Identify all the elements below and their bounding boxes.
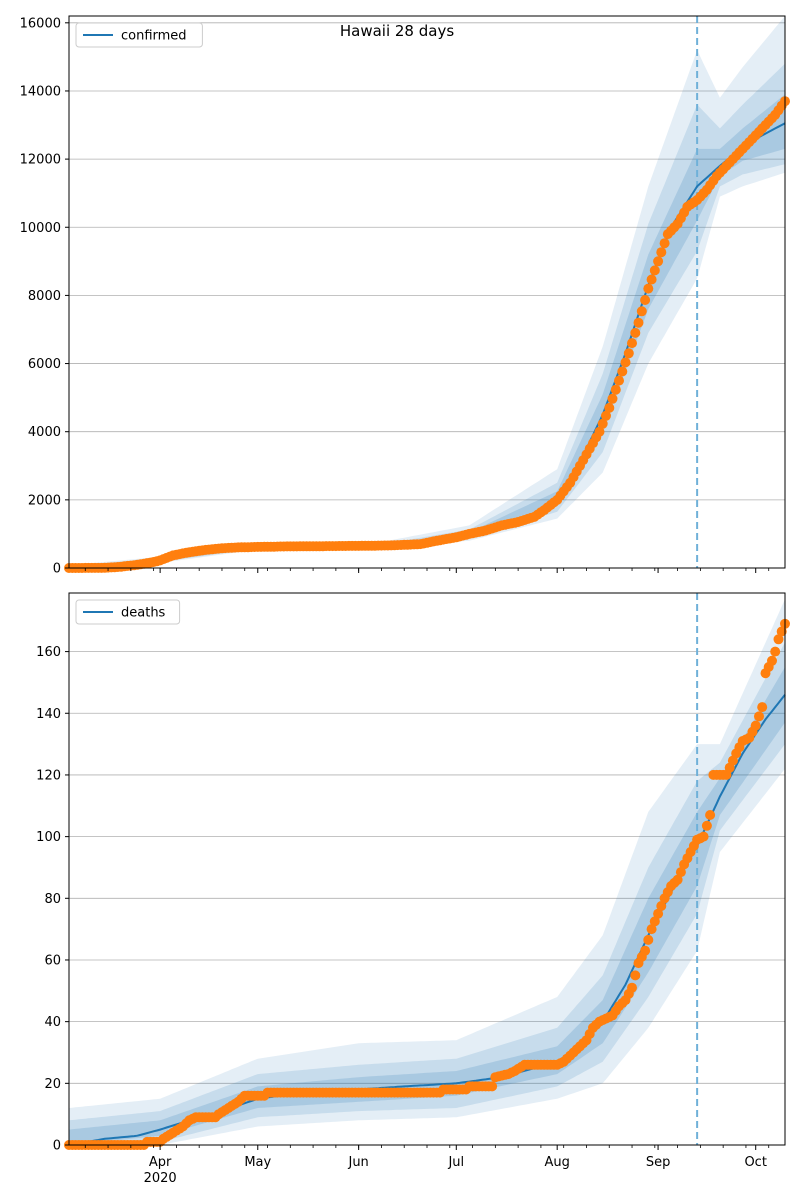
y-tick-label: 8000 — [28, 289, 61, 304]
observed-point — [776, 626, 787, 637]
confirmed-y-axis: 0 2000 4000 6000 8000 10000 12000 14000 16000 — [20, 16, 69, 577]
x-tick-label: Apr — [149, 1155, 172, 1170]
observed-point — [633, 317, 644, 328]
observed-point — [750, 720, 761, 731]
observed-point — [672, 874, 683, 885]
x-tick-label: Jun — [347, 1155, 368, 1170]
observed-point — [646, 924, 657, 935]
x-tick-year-label: 2020 — [144, 1171, 177, 1186]
y-tick-label: 160 — [36, 645, 61, 660]
observed-point — [705, 810, 716, 820]
observed-point — [643, 934, 654, 945]
observed-point — [656, 247, 667, 258]
uncertainty-band — [69, 16, 785, 568]
observed-point — [649, 916, 660, 927]
legend-box — [75, 22, 203, 48]
deaths-observed-points — [64, 618, 790, 1150]
observed-point — [767, 655, 777, 666]
confirmed-uncertainty-bands — [69, 16, 785, 569]
confirmed-x-axis — [84, 568, 770, 573]
observed-point — [643, 283, 654, 294]
observed-point — [610, 384, 621, 395]
uncertainty-band — [69, 599, 785, 1145]
legend-label-deaths: deaths — [121, 606, 166, 621]
observed-point — [614, 375, 624, 386]
x-tick-label: Jul — [447, 1155, 464, 1170]
observed-point — [701, 820, 712, 831]
observed-point — [754, 711, 764, 722]
observed-point — [646, 274, 657, 285]
observed-point — [636, 306, 647, 317]
observed-point — [653, 908, 664, 919]
observed-point — [601, 410, 611, 421]
confirmed-legend: confirmed — [75, 22, 203, 48]
deaths-y-axis: 0 20 40 60 80 100 120 140 160 — [36, 645, 69, 1154]
observed-point — [653, 256, 664, 267]
y-tick-label: 12000 — [20, 153, 61, 168]
observed-point — [627, 982, 637, 993]
observed-point — [620, 357, 631, 368]
y-tick-label: 20 — [44, 1077, 61, 1092]
confirmed-panel: 0 2000 4000 6000 8000 10000 12000 14000 16000 Ha… — [20, 15, 790, 577]
observed-point — [757, 702, 768, 713]
y-tick-label: 16000 — [20, 16, 61, 31]
y-tick-label: 100 — [36, 830, 61, 845]
deaths-legend: deaths — [75, 599, 181, 625]
y-tick-label: 14000 — [20, 84, 61, 99]
observed-point — [487, 1081, 498, 1092]
y-tick-label: 80 — [44, 892, 61, 907]
observed-point — [675, 867, 686, 878]
observed-point — [630, 970, 641, 981]
x-tick-label: Sep — [646, 1155, 671, 1170]
observed-point — [770, 646, 781, 657]
y-tick-label: 0 — [53, 1139, 61, 1154]
observed-point — [594, 426, 605, 437]
observed-point — [649, 265, 660, 276]
legend-box — [75, 599, 181, 625]
observed-point — [656, 901, 667, 911]
y-tick-label: 120 — [36, 768, 61, 783]
y-tick-label: 4000 — [28, 425, 61, 440]
uncertainty-band — [69, 63, 785, 568]
y-tick-label: 40 — [44, 1015, 61, 1030]
observed-point — [698, 831, 709, 842]
y-tick-label: 60 — [44, 953, 61, 968]
observed-point — [630, 327, 641, 338]
observed-point — [640, 295, 651, 305]
observed-point — [604, 402, 615, 413]
uncertainty-band — [69, 667, 785, 1145]
observed-point — [607, 393, 618, 404]
y-tick-label: 10000 — [20, 221, 61, 236]
y-tick-label: 140 — [36, 707, 61, 722]
observed-point — [623, 348, 634, 359]
observed-point — [773, 634, 784, 645]
legend-label-confirmed: confirmed — [121, 29, 187, 44]
y-tick-label: 6000 — [28, 357, 61, 372]
y-tick-label: 2000 — [28, 493, 61, 508]
x-tick-label: May — [244, 1155, 271, 1170]
observed-point — [627, 338, 637, 349]
observed-point — [597, 418, 608, 429]
x-tick-label: Oct — [744, 1155, 766, 1170]
y-tick-label: 0 — [53, 562, 61, 577]
observed-point — [617, 366, 628, 377]
observed-point — [640, 945, 651, 956]
chart-title: Hawaii 28 days — [340, 22, 454, 40]
x-tick-label: Aug — [544, 1155, 569, 1170]
observed-point — [659, 238, 670, 249]
